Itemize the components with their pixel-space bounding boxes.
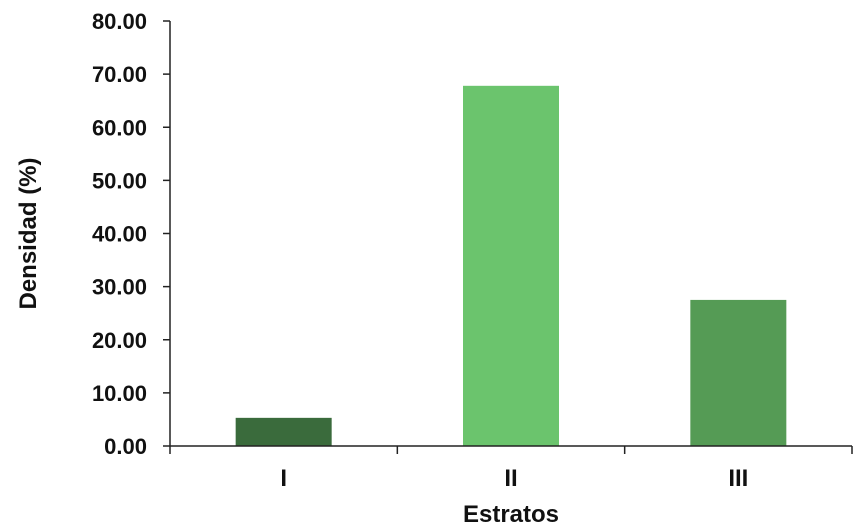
y-tick-label: 50.00 [92, 168, 147, 193]
x-tick-label: II [504, 465, 517, 492]
y-tick-label: 40.00 [92, 222, 147, 247]
y-axis-title: Densidad (%) [15, 157, 42, 309]
y-axis-ticks: 0.00 10.00 20.00 30.00 40.00 50.00 60.00 70.00 8… [92, 9, 170, 459]
y-tick-label: 30.00 [92, 275, 147, 300]
bar-I [235, 417, 332, 446]
bar-II [463, 85, 559, 446]
x-tick-label: I [280, 465, 287, 492]
x-axis-ticks: I II III [169, 446, 853, 492]
x-tick-label: III [728, 465, 748, 492]
x-axis-title: Estratos [463, 501, 559, 528]
bars [235, 85, 787, 446]
y-tick-label: 20.00 [92, 328, 147, 353]
bar-III [690, 299, 787, 446]
y-tick-label: 80.00 [92, 9, 147, 34]
y-tick-label: 60.00 [92, 115, 147, 140]
y-tick-label: 10.00 [92, 381, 147, 406]
y-tick-label: 0.00 [104, 434, 147, 459]
y-tick-label: 70.00 [92, 62, 147, 87]
